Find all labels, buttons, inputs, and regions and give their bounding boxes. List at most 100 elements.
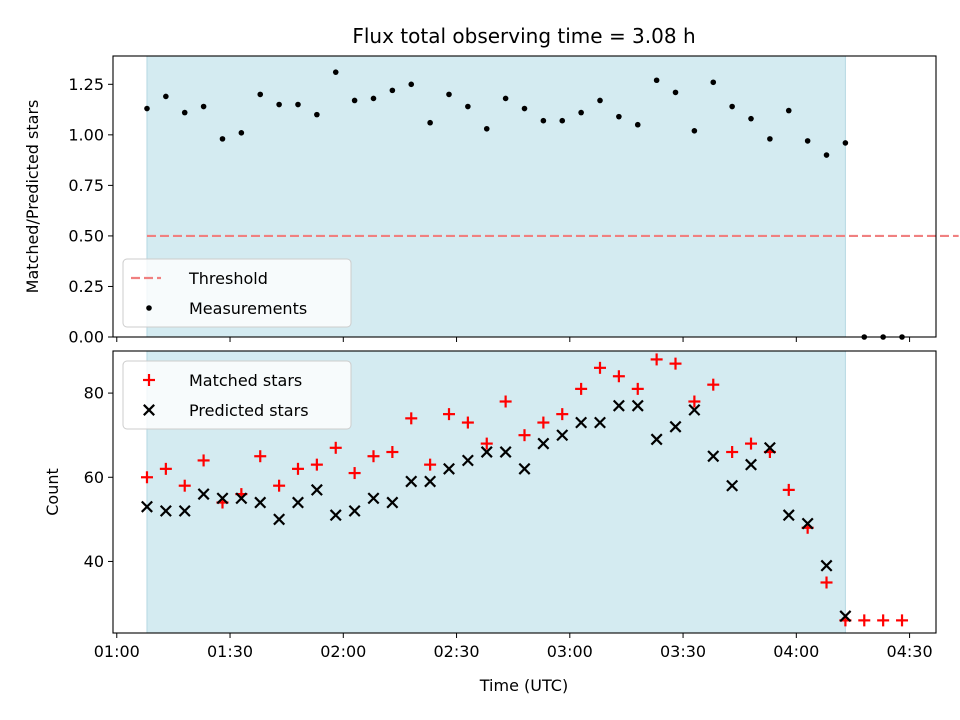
data-point — [367, 450, 380, 463]
data-point — [405, 475, 418, 488]
data-point — [631, 399, 644, 412]
x-axis-label: Time (UTC) — [479, 676, 568, 695]
data-point — [273, 479, 286, 492]
data-point — [295, 101, 301, 108]
x-tick-label: 01:30 — [207, 642, 253, 661]
data-point — [329, 441, 342, 454]
data-point — [575, 382, 588, 395]
data-point — [748, 115, 754, 122]
x-tick-label: 04:00 — [773, 642, 819, 661]
y-tick-label: 40 — [84, 552, 104, 571]
data-point — [650, 353, 663, 366]
data-point — [446, 91, 452, 98]
data-point — [427, 119, 433, 126]
x-tick-label: 02:00 — [320, 642, 366, 661]
data-point — [465, 103, 471, 110]
data-point — [386, 496, 399, 509]
data-point — [483, 125, 490, 132]
data-point — [785, 107, 792, 114]
legend-swatch — [143, 374, 155, 386]
data-point — [332, 69, 339, 75]
data-point — [634, 121, 641, 128]
legend: Threshold Measurements — [122, 258, 352, 328]
data-point — [518, 429, 531, 442]
data-point — [159, 462, 172, 475]
x-tick-label: 03:00 — [547, 642, 593, 661]
data-point — [424, 458, 437, 471]
data-point — [669, 420, 682, 433]
data-point — [348, 504, 361, 517]
data-point — [559, 117, 566, 124]
data-point — [726, 479, 739, 492]
data-point — [782, 483, 795, 496]
data-point — [254, 450, 267, 463]
data-point — [480, 446, 493, 458]
chart-title: Flux total observing time = 3.08 h — [352, 24, 695, 48]
data-point — [801, 517, 814, 530]
data-point — [804, 138, 811, 144]
data-point — [144, 105, 150, 112]
data-point — [480, 437, 493, 450]
data-point — [556, 429, 569, 442]
data-point — [707, 378, 720, 391]
data-point — [823, 152, 830, 158]
data-point — [178, 504, 191, 517]
data-point — [310, 483, 323, 496]
legend: Matched stars Predicted stars — [122, 360, 352, 430]
data-point — [405, 412, 418, 425]
data-point — [159, 504, 172, 517]
data-point — [310, 458, 323, 471]
data-point — [348, 467, 361, 480]
data-point — [329, 509, 342, 522]
data-point — [745, 437, 758, 450]
data-point — [763, 441, 776, 454]
data-point — [140, 500, 153, 513]
data-point — [461, 454, 474, 467]
data-point — [238, 130, 245, 136]
data-point — [842, 140, 849, 146]
y-tick-label: 80 — [84, 384, 104, 403]
data-point — [597, 97, 603, 104]
data-point — [200, 103, 207, 110]
data-point — [219, 136, 226, 142]
y-axis-label: Count — [43, 468, 62, 516]
data-point — [537, 416, 550, 429]
y-tick-label: 1.00 — [68, 125, 104, 144]
data-point — [537, 437, 550, 450]
x-tick-label: 01:00 — [94, 642, 140, 661]
data-point — [442, 408, 455, 421]
data-point — [461, 416, 474, 429]
data-point — [408, 81, 415, 88]
y-tick-label: 0.25 — [68, 277, 104, 296]
data-point — [140, 471, 153, 484]
data-point — [351, 97, 358, 104]
data-point — [672, 89, 679, 96]
data-point — [653, 77, 660, 84]
data-point — [691, 127, 698, 134]
data-point — [314, 111, 320, 118]
y-tick-label: 0.00 — [68, 328, 104, 347]
data-point — [594, 361, 607, 374]
data-point — [424, 475, 437, 488]
data-point — [273, 513, 286, 526]
data-point — [389, 87, 396, 94]
data-point — [616, 113, 622, 120]
y-axis-label: Matched/Predicted stars — [23, 100, 42, 294]
ratio-panel: 0.00 0.25 0.50 0.75 1.00 1.25 Matched/Predicte… — [23, 55, 959, 347]
data-point — [575, 416, 588, 429]
data-point — [292, 496, 304, 509]
data-point — [235, 492, 248, 505]
data-point — [858, 614, 871, 627]
data-point — [782, 509, 795, 522]
data-point — [729, 103, 735, 110]
y-tick-label: 1.25 — [68, 75, 104, 94]
y-tick-label: 60 — [84, 468, 104, 487]
data-point — [839, 610, 852, 623]
data-point — [518, 462, 531, 475]
data-point — [688, 395, 701, 408]
data-point — [688, 403, 701, 416]
data-point — [386, 446, 399, 459]
x-tick-label: 03:30 — [660, 642, 706, 661]
data-point — [257, 91, 264, 98]
data-point — [254, 496, 267, 509]
